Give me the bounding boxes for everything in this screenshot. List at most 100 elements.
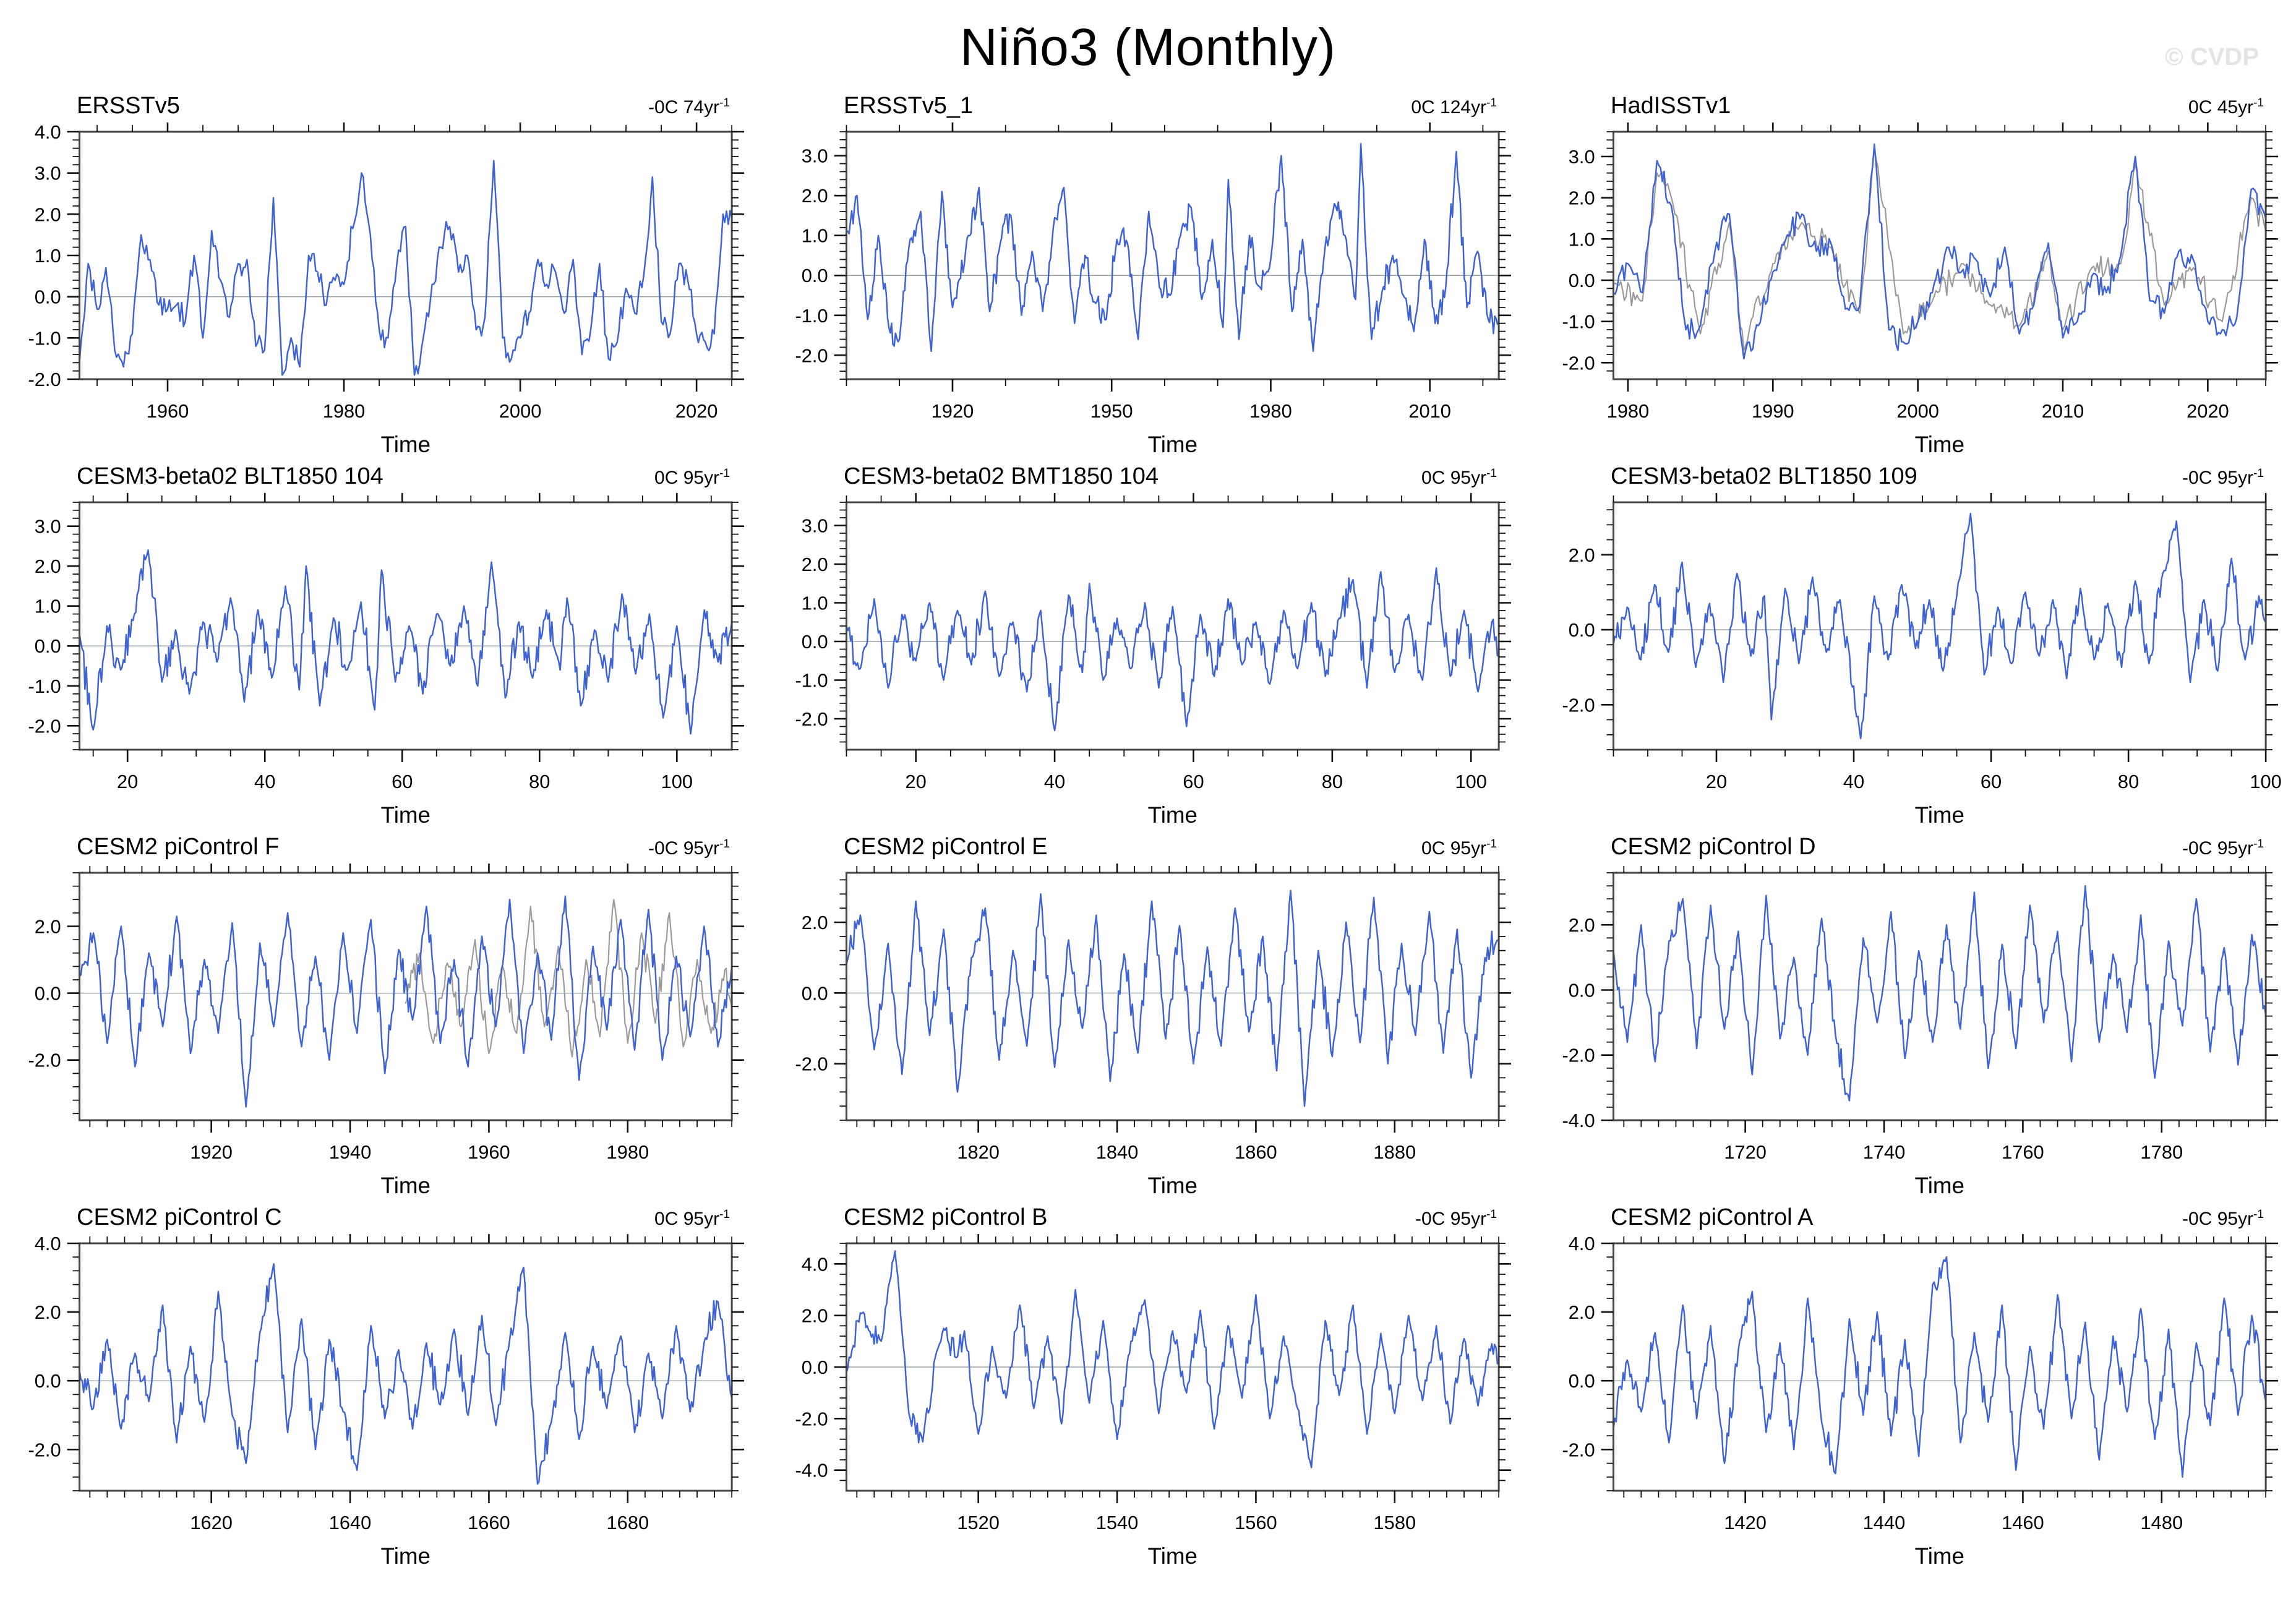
svg-text:100: 100	[661, 771, 693, 792]
svg-text:0.0: 0.0	[802, 982, 828, 1004]
svg-text:1480: 1480	[2141, 1512, 2183, 1533]
svg-text:2000: 2000	[1896, 400, 1939, 422]
timeseries-plot: 2.0 0.0 -2.0 1920 1940 1960 1980 Time	[28, 864, 745, 1198]
panel-hadisstv1: HadISSTv1 0C 45yr-1 3.0 2.0 1.0 0.0 -1.0 -2.0…	[1549, 93, 2281, 460]
svg-text:1420: 1420	[1724, 1512, 1767, 1533]
svg-text:2.0: 2.0	[35, 915, 61, 937]
svg-text:4.0: 4.0	[802, 1253, 828, 1275]
timeseries-plot: 4.0 2.0 0.0 -2.0 -4.0 1520 1540 1560 1580 Time	[795, 1234, 1512, 1569]
svg-text:1940: 1940	[329, 1141, 372, 1163]
panel-trend-label: 0C 45yr-1	[2188, 96, 2264, 118]
svg-text:1460: 1460	[2002, 1512, 2044, 1533]
svg-text:-1.0: -1.0	[1562, 311, 1595, 333]
svg-text:1820: 1820	[957, 1141, 1000, 1163]
timeseries-plot: 4.0 2.0 0.0 -2.0 1620 1640 1660 1680 Time	[28, 1234, 745, 1569]
panel-title: CESM3-beta02 BLT1850 104	[77, 463, 383, 489]
svg-text:1980: 1980	[323, 400, 366, 422]
panel-title: CESM3-beta02 BLT1850 109	[1611, 463, 1917, 489]
svg-text:Time: Time	[381, 1173, 430, 1198]
svg-text:Time: Time	[1148, 802, 1197, 828]
svg-text:3.0: 3.0	[1569, 146, 1595, 168]
svg-text:1720: 1720	[1724, 1141, 1767, 1163]
svg-text:-2.0: -2.0	[795, 345, 828, 366]
svg-text:-2.0: -2.0	[1562, 352, 1595, 374]
panel-title: CESM2 piControl B	[844, 1204, 1048, 1230]
svg-text:2.0: 2.0	[1569, 1301, 1595, 1323]
svg-text:0.0: 0.0	[802, 1357, 828, 1378]
panel-trend-label: -0C 74yr-1	[648, 96, 730, 118]
svg-text:80: 80	[1322, 771, 1343, 792]
svg-text:0.0: 0.0	[35, 286, 61, 308]
svg-text:-1.0: -1.0	[28, 327, 61, 349]
svg-text:Time: Time	[1915, 802, 1964, 828]
svg-text:Time: Time	[1148, 1173, 1197, 1198]
panel-title: CESM2 piControl D	[1611, 834, 1816, 860]
svg-text:-1.0: -1.0	[28, 675, 61, 697]
svg-text:2010: 2010	[2042, 400, 2084, 422]
svg-text:1780: 1780	[2141, 1141, 2183, 1163]
svg-text:80: 80	[529, 771, 550, 792]
svg-text:1990: 1990	[1752, 400, 1794, 422]
panel-cesm2-picontrol-f: CESM2 piControl F -0C 95yr-1 2.0 0.0 -2.0 1…	[15, 834, 747, 1201]
panel-trend-label: -0C 95yr-1	[2182, 1208, 2264, 1229]
panel-title: HadISSTv1	[1611, 93, 1731, 119]
svg-text:4.0: 4.0	[1569, 1234, 1595, 1254]
panel-ersstv5: ERSSTv5 -0C 74yr-1 4.0 3.0 2.0 1.0 0.0 -1.0 -2…	[15, 93, 747, 460]
svg-text:0.0: 0.0	[35, 1370, 61, 1392]
svg-text:Time: Time	[1148, 432, 1197, 457]
panel-trend-label: 0C 95yr-1	[1421, 467, 1497, 488]
svg-text:1620: 1620	[190, 1512, 233, 1533]
svg-text:1980: 1980	[1607, 400, 1650, 422]
svg-text:2.0: 2.0	[35, 555, 61, 577]
panels-grid: ERSSTv5 -0C 74yr-1 4.0 3.0 2.0 1.0 0.0 -1.0 -2…	[0, 93, 2296, 1571]
timeseries-plot: 2.0 0.0 -2.0 1820 1840 1860 1880 Time	[795, 864, 1512, 1198]
svg-text:2.0: 2.0	[802, 554, 828, 575]
svg-text:1920: 1920	[190, 1141, 233, 1163]
svg-text:1950: 1950	[1090, 400, 1133, 422]
svg-text:-2.0: -2.0	[1562, 694, 1595, 716]
svg-text:Time: Time	[1148, 1543, 1197, 1569]
svg-text:-2.0: -2.0	[795, 1408, 828, 1430]
svg-text:20: 20	[117, 771, 138, 792]
svg-text:-1.0: -1.0	[795, 305, 828, 327]
svg-text:1980: 1980	[1249, 400, 1292, 422]
svg-text:40: 40	[254, 771, 275, 792]
svg-text:-2.0: -2.0	[1562, 1045, 1595, 1066]
svg-text:Time: Time	[381, 432, 430, 457]
svg-text:1840: 1840	[1096, 1141, 1139, 1163]
svg-text:Time: Time	[1915, 1543, 1964, 1569]
panel-trend-label: -0C 95yr-1	[2182, 467, 2264, 488]
svg-text:3.0: 3.0	[35, 163, 61, 184]
panel-ersstv5-1: ERSSTv5_1 0C 124yr-1 3.0 2.0 1.0 0.0 -1.0 -2.…	[782, 93, 1514, 460]
svg-text:Time: Time	[1915, 432, 1964, 457]
svg-text:1680: 1680	[607, 1512, 649, 1533]
svg-text:-4.0: -4.0	[1562, 1110, 1595, 1131]
panel-cesm3-blt1850-104: CESM3-beta02 BLT1850 104 0C 95yr-1 3.0 2.…	[15, 463, 747, 830]
svg-text:0.0: 0.0	[802, 265, 828, 286]
svg-text:2.0: 2.0	[35, 1301, 61, 1323]
svg-text:100: 100	[2250, 771, 2281, 792]
panel-title: CESM2 piControl A	[1611, 1204, 1814, 1230]
svg-text:60: 60	[1183, 771, 1204, 792]
panel-trend-label: -0C 95yr-1	[2182, 838, 2264, 859]
svg-text:1.0: 1.0	[802, 225, 828, 247]
svg-text:1860: 1860	[1235, 1141, 1277, 1163]
svg-text:60: 60	[392, 771, 413, 792]
timeseries-plot: 2.0 0.0 -2.0 -4.0 1720 1740 1760 1780 Time	[1562, 864, 2279, 1198]
panel-cesm2-picontrol-e: CESM2 piControl E 0C 95yr-1 2.0 0.0 -2.0 18…	[782, 834, 1514, 1201]
svg-text:-1.0: -1.0	[795, 669, 828, 691]
svg-text:1740: 1740	[1863, 1141, 1906, 1163]
svg-text:2.0: 2.0	[1569, 187, 1595, 209]
timeseries-plot: 4.0 2.0 0.0 -2.0 1420 1440 1460 1480 Time	[1562, 1234, 2279, 1569]
svg-text:0.0: 0.0	[1569, 1370, 1595, 1392]
timeseries-plot: 3.0 2.0 1.0 0.0 -1.0 -2.0 1920 1950 1980 2010 Time	[795, 122, 1512, 457]
panel-trend-label: 0C 124yr-1	[1411, 96, 1497, 118]
svg-text:0.0: 0.0	[35, 983, 61, 1005]
svg-text:0.0: 0.0	[1569, 270, 1595, 291]
panel-cesm3-bmt1850-104: CESM3-beta02 BMT1850 104 0C 95yr-1 3.0 2.…	[782, 463, 1514, 830]
svg-text:2020: 2020	[2187, 400, 2229, 422]
panel-title: ERSSTv5_1	[844, 93, 974, 119]
svg-text:4.0: 4.0	[35, 1234, 61, 1254]
svg-text:4.0: 4.0	[35, 122, 61, 143]
svg-text:1.0: 1.0	[802, 592, 828, 614]
